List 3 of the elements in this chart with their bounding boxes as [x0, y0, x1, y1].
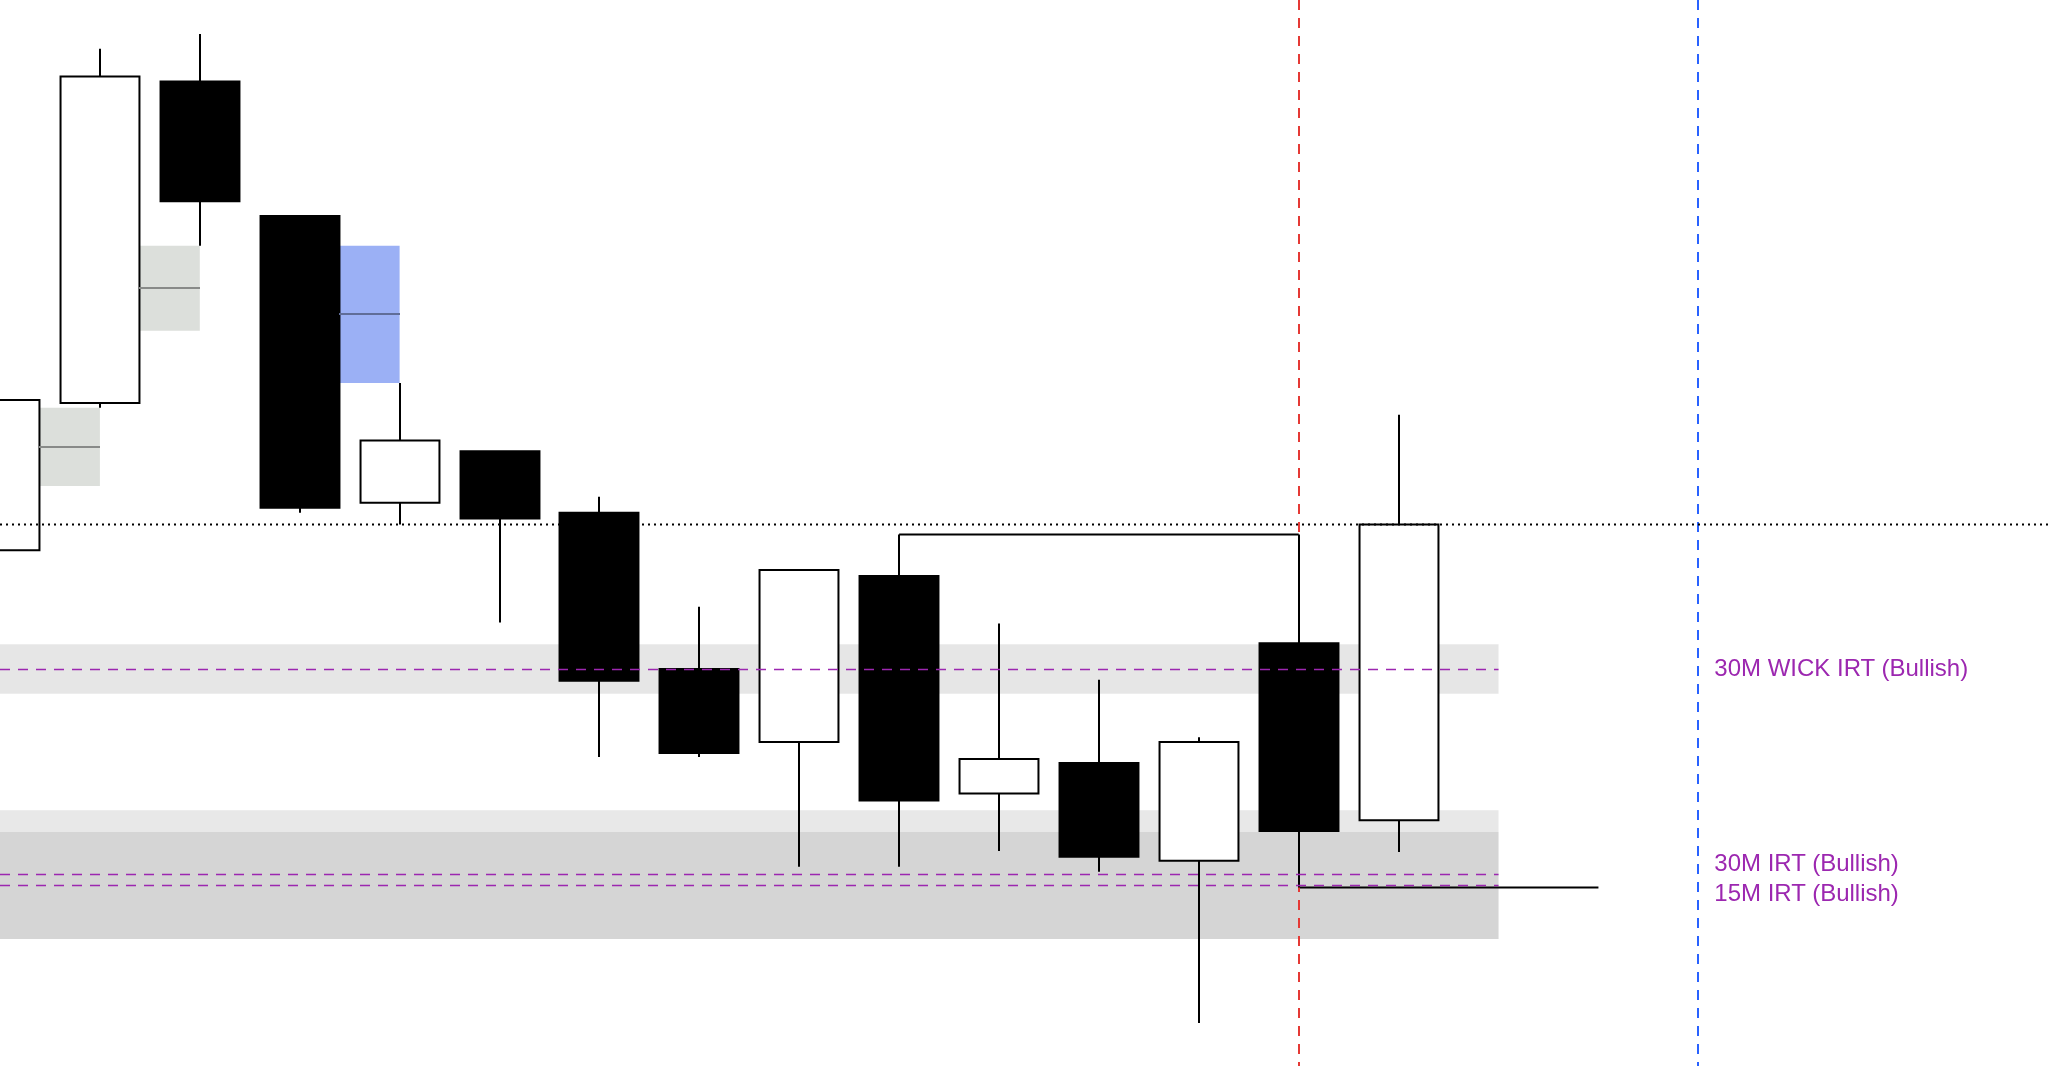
text: 30M IRT (Bullish) [1714, 848, 1899, 876]
text: 30M WICK IRT (Bullish) [1714, 653, 1969, 681]
text: 15M IRT (Bullish) [1714, 878, 1899, 906]
